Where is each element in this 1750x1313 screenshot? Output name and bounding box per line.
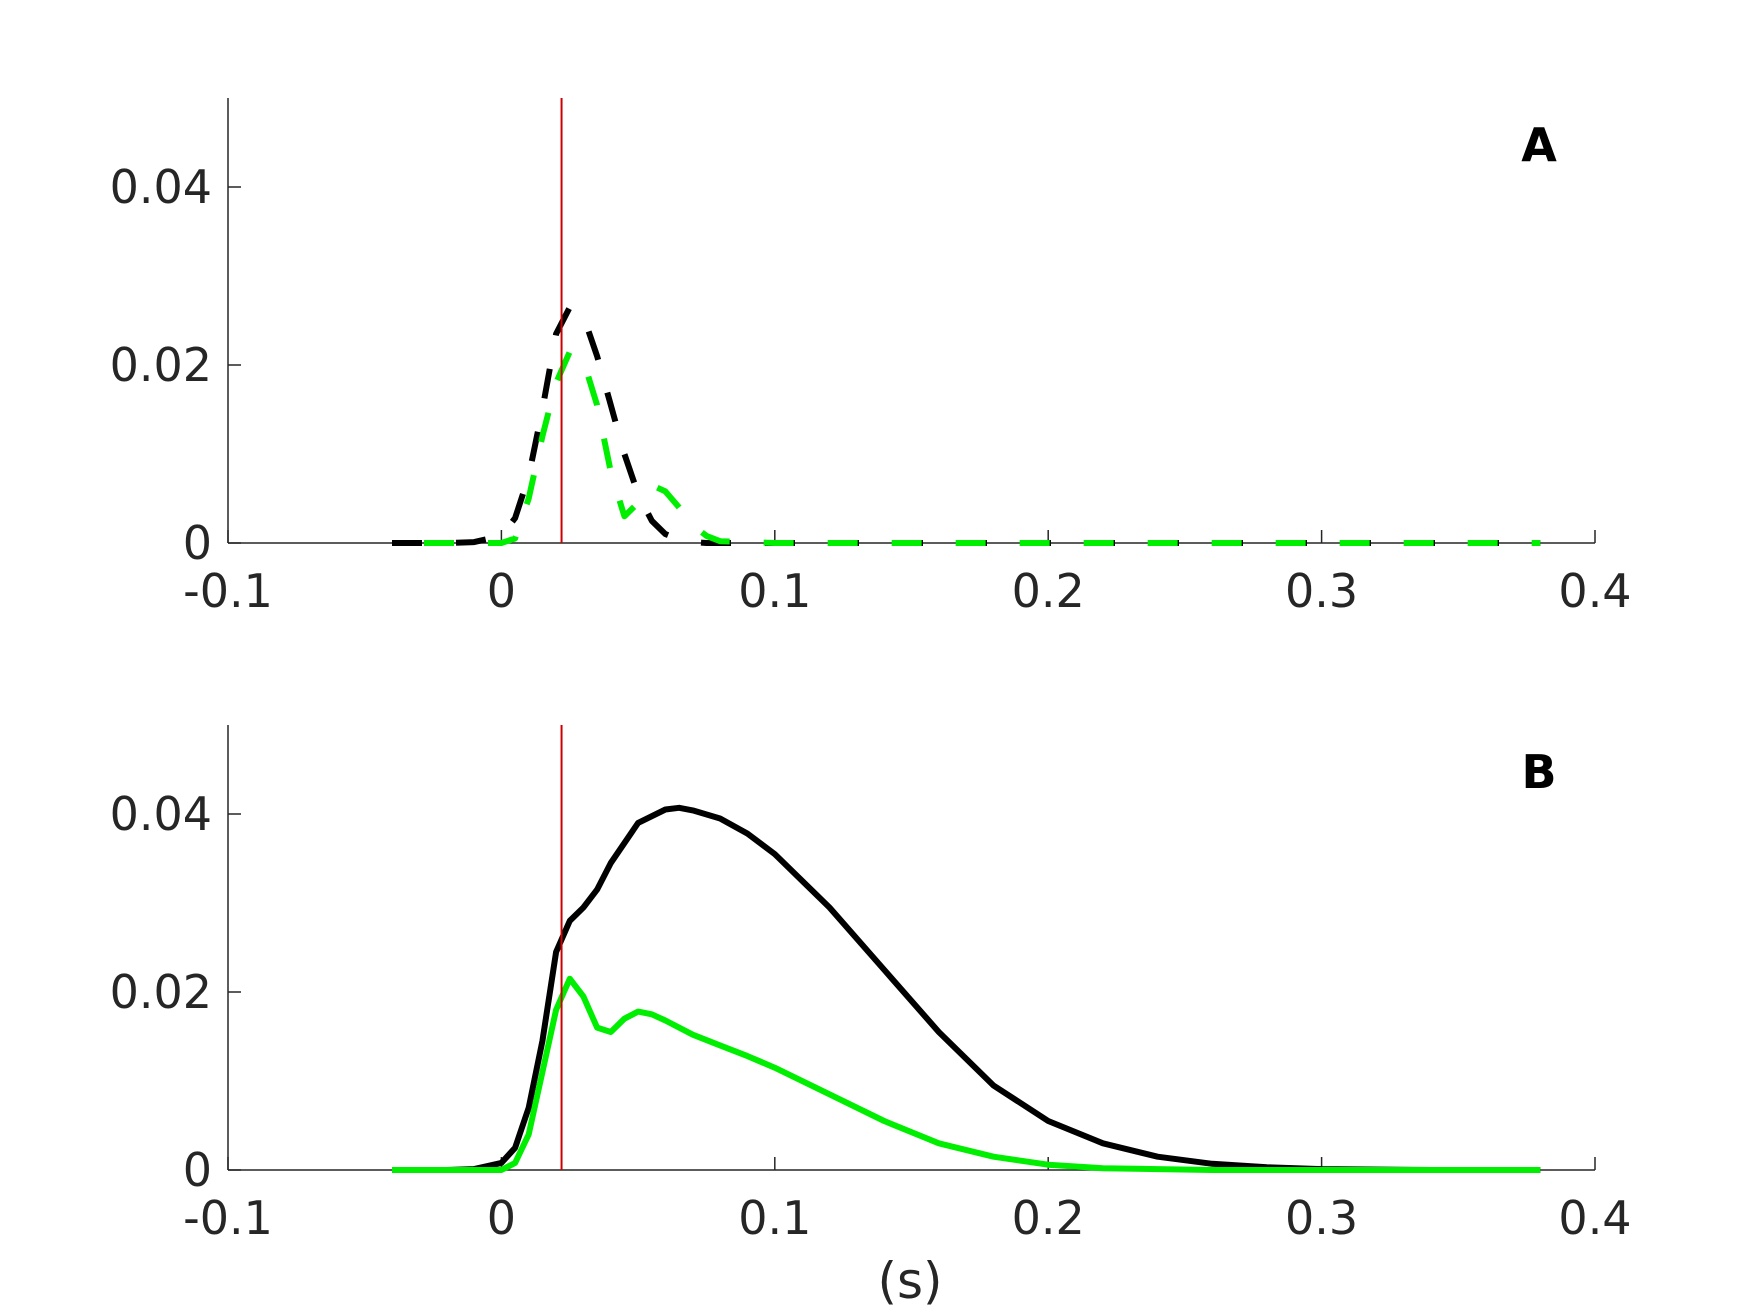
x-tick-label: 0.2 — [1012, 564, 1085, 618]
x-tick-label: 0.1 — [738, 1191, 811, 1245]
y-tick-label: 0 — [183, 516, 212, 570]
series-line-black — [392, 304, 1541, 546]
y-tick-label: 0.04 — [110, 160, 212, 214]
x-tick-label: 0.2 — [1012, 1191, 1085, 1245]
series-line-black — [392, 804, 1541, 1173]
x-tick-label: 0.4 — [1558, 1191, 1631, 1245]
x-tick-label: 0.1 — [738, 564, 811, 618]
series-line-green — [392, 975, 1541, 1173]
y-tick-label: 0 — [183, 1143, 212, 1197]
x-tick-label: 0.4 — [1558, 564, 1631, 618]
x-tick-label: -0.1 — [183, 1191, 273, 1245]
x-tick-label: 0 — [487, 1191, 516, 1245]
y-tick-label: 0.02 — [110, 338, 212, 392]
x-tick-label: 0 — [487, 564, 516, 618]
x-tick-label: 0.3 — [1285, 1191, 1358, 1245]
x-axis-title: (s) — [877, 1252, 942, 1310]
series-line-green — [392, 348, 1541, 546]
panel-label: B — [1521, 745, 1556, 799]
x-tick-label: 0.3 — [1285, 564, 1358, 618]
panel-b: -0.1 0 0.1 0.2 0.3 0.400.020.04B — [110, 725, 1632, 1245]
y-tick-label: 0.04 — [110, 787, 212, 841]
panel-label: A — [1521, 118, 1557, 172]
y-tick-label: 0.02 — [110, 965, 212, 1019]
x-tick-label: -0.1 — [183, 564, 273, 618]
panel-a: -0.1 0 0.1 0.2 0.3 0.400.020.04A — [110, 98, 1632, 618]
